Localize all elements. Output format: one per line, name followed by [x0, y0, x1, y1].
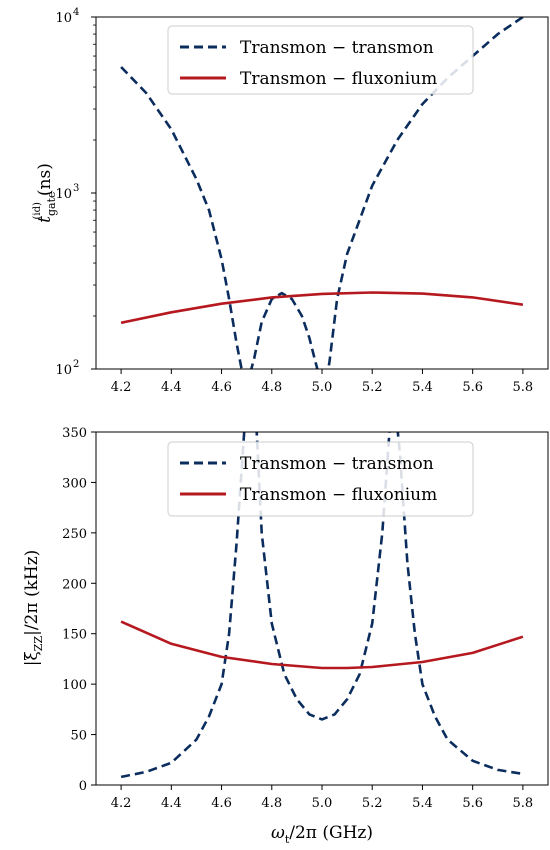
bot-y-tick-label-250: 250: [62, 527, 87, 542]
top-x-tick-label-5-2: 5.2: [362, 380, 383, 395]
bot-x-tick-label-5-4: 5.4: [412, 796, 433, 811]
bottom-legend-box: [167, 441, 474, 517]
bottom-curves: [120, 432, 524, 779]
bot-y-tick-label-350: 350: [62, 426, 87, 441]
bot-x-tick-label-4-2: 4.2: [111, 796, 132, 811]
top-y-axis-label: tgate(id)(ns): [32, 163, 58, 223]
top-curves: [120, 17, 524, 369]
top-y-tick-exponent-4: 4: [73, 7, 79, 18]
top-series-transmon-transmon: [120, 17, 524, 369]
bot-series-transmon-fluxonium: [120, 620, 524, 670]
bot-x-tick-label-5-6: 5.6: [462, 796, 483, 811]
top-x-tick-label-5-8: 5.8: [513, 380, 534, 395]
top-legend-label-transmon-transmon: Transmon − transmon: [240, 38, 434, 58]
bot-x-tick-label-4-6: 4.6: [211, 796, 232, 811]
top-x-tick-label-4-8: 4.8: [261, 380, 282, 395]
bottom-y-axis-label: |ξZZ|/2π (kHz): [22, 550, 45, 667]
top-y-tick-label-1e2: 10: [55, 363, 72, 378]
top-legend-label-transmon-fluxonium: Transmon − fluxonium: [240, 69, 437, 89]
bot-y-tick-label-0: 0: [79, 779, 87, 794]
bot-x-tick-label-5-2: 5.2: [362, 796, 383, 811]
top-y-tick-label-1e4: 10: [55, 11, 72, 26]
top-x-tick-label-5-6: 5.6: [462, 380, 483, 395]
top-y-tick-exponent-3: 3: [73, 183, 79, 194]
top-series-transmon-fluxonium: [120, 291, 524, 325]
bottom-legend-label-transmon-fluxonium: Transmon − fluxonium: [240, 485, 437, 505]
bottom-legend-label-transmon-transmon: Transmon − transmon: [240, 454, 434, 474]
bottom-legend: Transmon − transmon Transmon − fluxonium: [167, 441, 474, 517]
top-x-tick-label-4-6: 4.6: [211, 380, 232, 395]
bot-y-tick-label-150: 150: [62, 628, 87, 643]
bot-x-tick-label-4-8: 4.8: [261, 796, 282, 811]
bot-x-tick-label-5-8: 5.8: [513, 796, 534, 811]
bot-series-transmon-transmon: [120, 432, 524, 779]
top-y-tick-exponent-2: 2: [73, 359, 79, 370]
bottom-x-ticks: 4.2 4.4 4.6 4.8 5.0 5.2 5.4 5.6 5.8: [111, 785, 533, 811]
top-x-tick-label-5-0: 5.0: [312, 380, 333, 395]
top-x-ticks: 4.2 4.4 4.6 4.8 5.0 5.2 5.4 5.6 5.8: [111, 369, 533, 395]
bot-x-tick-label-4-4: 4.4: [161, 796, 182, 811]
top-x-tick-label-4-2: 4.2: [111, 380, 132, 395]
top-legend: Transmon − transmon Transmon − fluxonium: [167, 25, 474, 95]
bot-y-tick-label-100: 100: [62, 678, 87, 693]
top-x-tick-label-5-4: 5.4: [412, 380, 433, 395]
bottom-panel: 4.2 4.4 4.6 4.8 5.0 5.2 5.4 5.6 5.8 0 50 100 150 200…: [22, 426, 549, 846]
top-y-tick-label-1e3: 10: [55, 187, 72, 202]
bottom-x-axis-label: ωt/2π (GHz): [271, 823, 373, 846]
bottom-y-ticks: 0 50 100 150 200 250 300 350: [62, 426, 96, 794]
bot-x-tick-label-5-0: 5.0: [312, 796, 333, 811]
bot-y-tick-label-300: 300: [62, 476, 87, 491]
top-x-tick-label-4-4: 4.4: [161, 380, 182, 395]
bot-y-tick-label-50: 50: [70, 729, 87, 744]
top-legend-box: [167, 25, 474, 95]
bot-y-tick-label-200: 200: [62, 577, 87, 592]
